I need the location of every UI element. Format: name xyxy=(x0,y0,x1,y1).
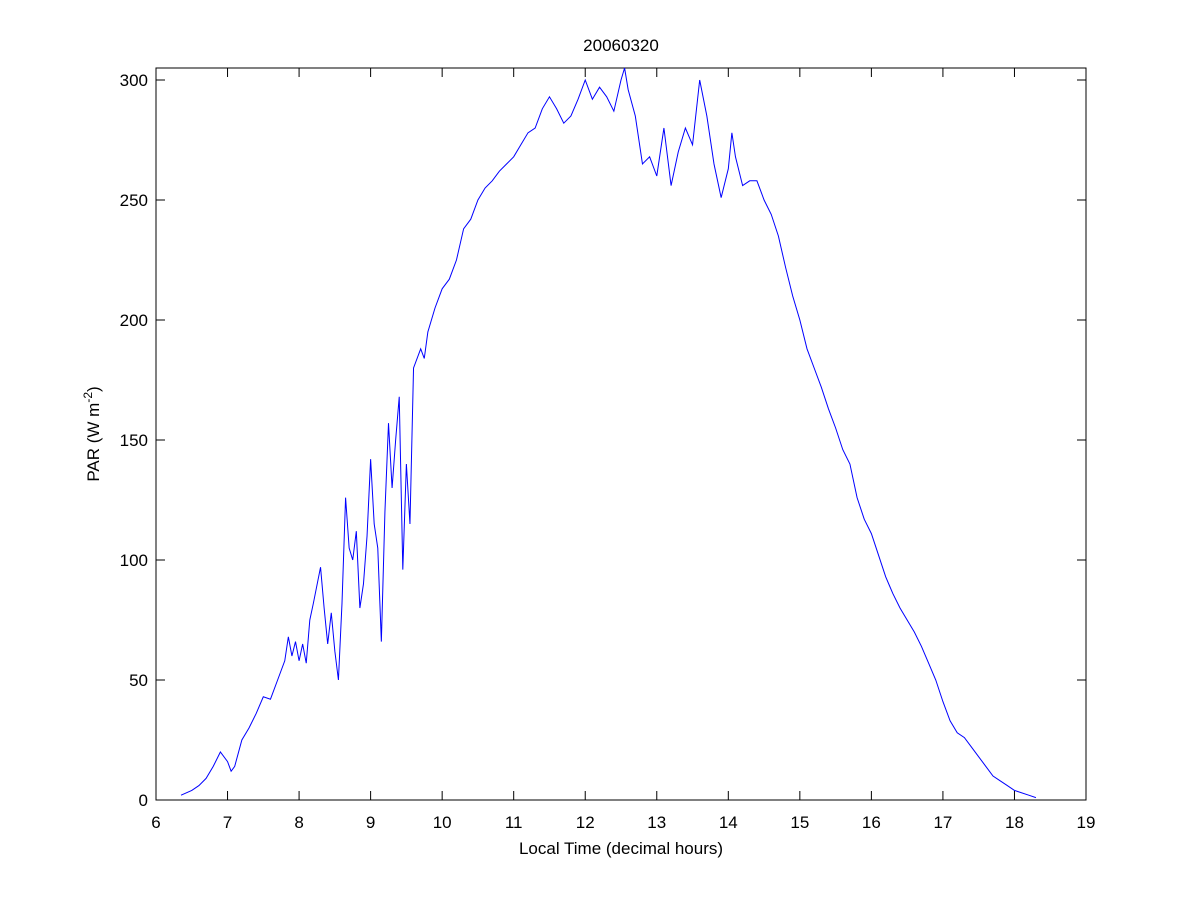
y-tick-label: 100 xyxy=(120,551,148,570)
y-tick-label: 250 xyxy=(120,191,148,210)
x-tick-label: 17 xyxy=(933,813,952,832)
x-tick-label: 16 xyxy=(862,813,881,832)
chart-title: 20060320 xyxy=(583,36,659,55)
y-tick-label: 200 xyxy=(120,311,148,330)
y-axis-label-sup: -2 xyxy=(81,392,95,403)
plot-area xyxy=(155,67,1087,801)
x-tick-label: 14 xyxy=(719,813,738,832)
data-line xyxy=(180,67,1037,799)
y-tick-label: 0 xyxy=(139,791,148,810)
x-tick-label: 13 xyxy=(647,813,666,832)
x-tick-label: 18 xyxy=(1005,813,1024,832)
y-tick-label: 50 xyxy=(129,671,148,690)
y-tick-label: 150 xyxy=(120,431,148,450)
x-tick-label: 19 xyxy=(1077,813,1096,832)
x-tick-label: 15 xyxy=(790,813,809,832)
x-tick-label: 10 xyxy=(433,813,452,832)
y-tick-label: 300 xyxy=(120,71,148,90)
x-axis-label: Local Time (decimal hours) xyxy=(519,839,723,858)
y-axis-label: PAR (W m-2) xyxy=(81,386,103,481)
x-tick-label: 9 xyxy=(366,813,375,832)
x-tick-label: 6 xyxy=(151,813,160,832)
x-tick-label: 11 xyxy=(505,813,523,832)
x-tick-label: 12 xyxy=(576,813,595,832)
y-axis-label-text: PAR (W m xyxy=(84,403,103,482)
x-tick-label: 8 xyxy=(294,813,303,832)
y-axis-label-text: ) xyxy=(84,386,103,392)
x-tick-label: 7 xyxy=(223,813,232,832)
